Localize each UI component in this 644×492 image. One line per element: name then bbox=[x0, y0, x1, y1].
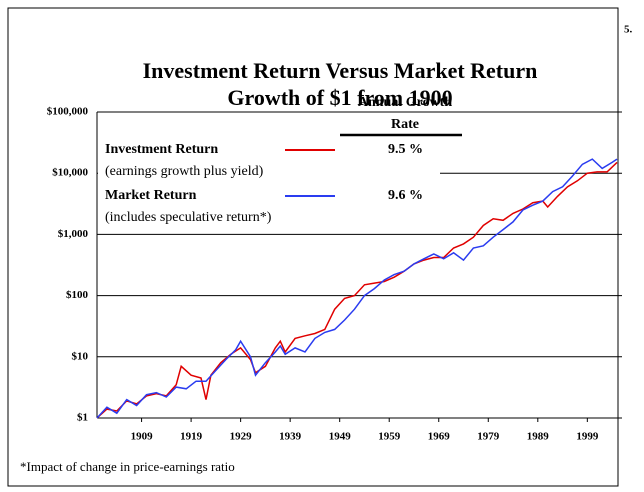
chart-title: Investment Return Versus Market Return bbox=[143, 58, 538, 83]
x-tick-label: 1999 bbox=[576, 431, 599, 443]
x-tick-label: 1919 bbox=[180, 431, 203, 443]
legend-label: Market Return bbox=[105, 188, 197, 203]
y-tick-label: $100,000 bbox=[47, 106, 89, 118]
chart-title: Growth of $1 from 1900 bbox=[227, 85, 452, 110]
legend-rate: 9.6 % bbox=[388, 188, 423, 203]
y-tick-label: $100 bbox=[66, 289, 89, 301]
y-tick-label: $1,000 bbox=[58, 228, 89, 240]
x-tick-label: 1949 bbox=[329, 431, 352, 443]
legend-label: Investment Return bbox=[105, 142, 218, 157]
footnote: *Impact of change in price-earnings rati… bbox=[20, 459, 235, 474]
x-tick-label: 1909 bbox=[131, 431, 154, 443]
legend-header: Annual Growth bbox=[358, 95, 452, 110]
series-line bbox=[96, 158, 618, 419]
legend-header: Rate bbox=[391, 117, 419, 132]
series-line bbox=[96, 161, 618, 419]
legend-rate: 9.5 % bbox=[388, 142, 423, 157]
slide-border bbox=[7, 7, 619, 487]
x-tick-label: 1979 bbox=[477, 431, 500, 443]
y-tick-label: $1 bbox=[77, 412, 88, 424]
x-tick-label: 1959 bbox=[378, 431, 401, 443]
x-tick-label: 1989 bbox=[527, 431, 550, 443]
legend-background bbox=[98, 114, 440, 232]
x-tick-label: 1929 bbox=[230, 431, 253, 443]
y-tick-label: $10 bbox=[72, 350, 89, 362]
x-tick-label: 1969 bbox=[428, 431, 451, 443]
y-tick-label: $10,000 bbox=[52, 167, 88, 179]
legend-note: (includes speculative return*) bbox=[105, 210, 272, 225]
legend-note: (earnings growth plus yield) bbox=[105, 164, 264, 179]
page-number: 5. bbox=[624, 24, 633, 36]
x-tick-label: 1939 bbox=[279, 431, 302, 443]
